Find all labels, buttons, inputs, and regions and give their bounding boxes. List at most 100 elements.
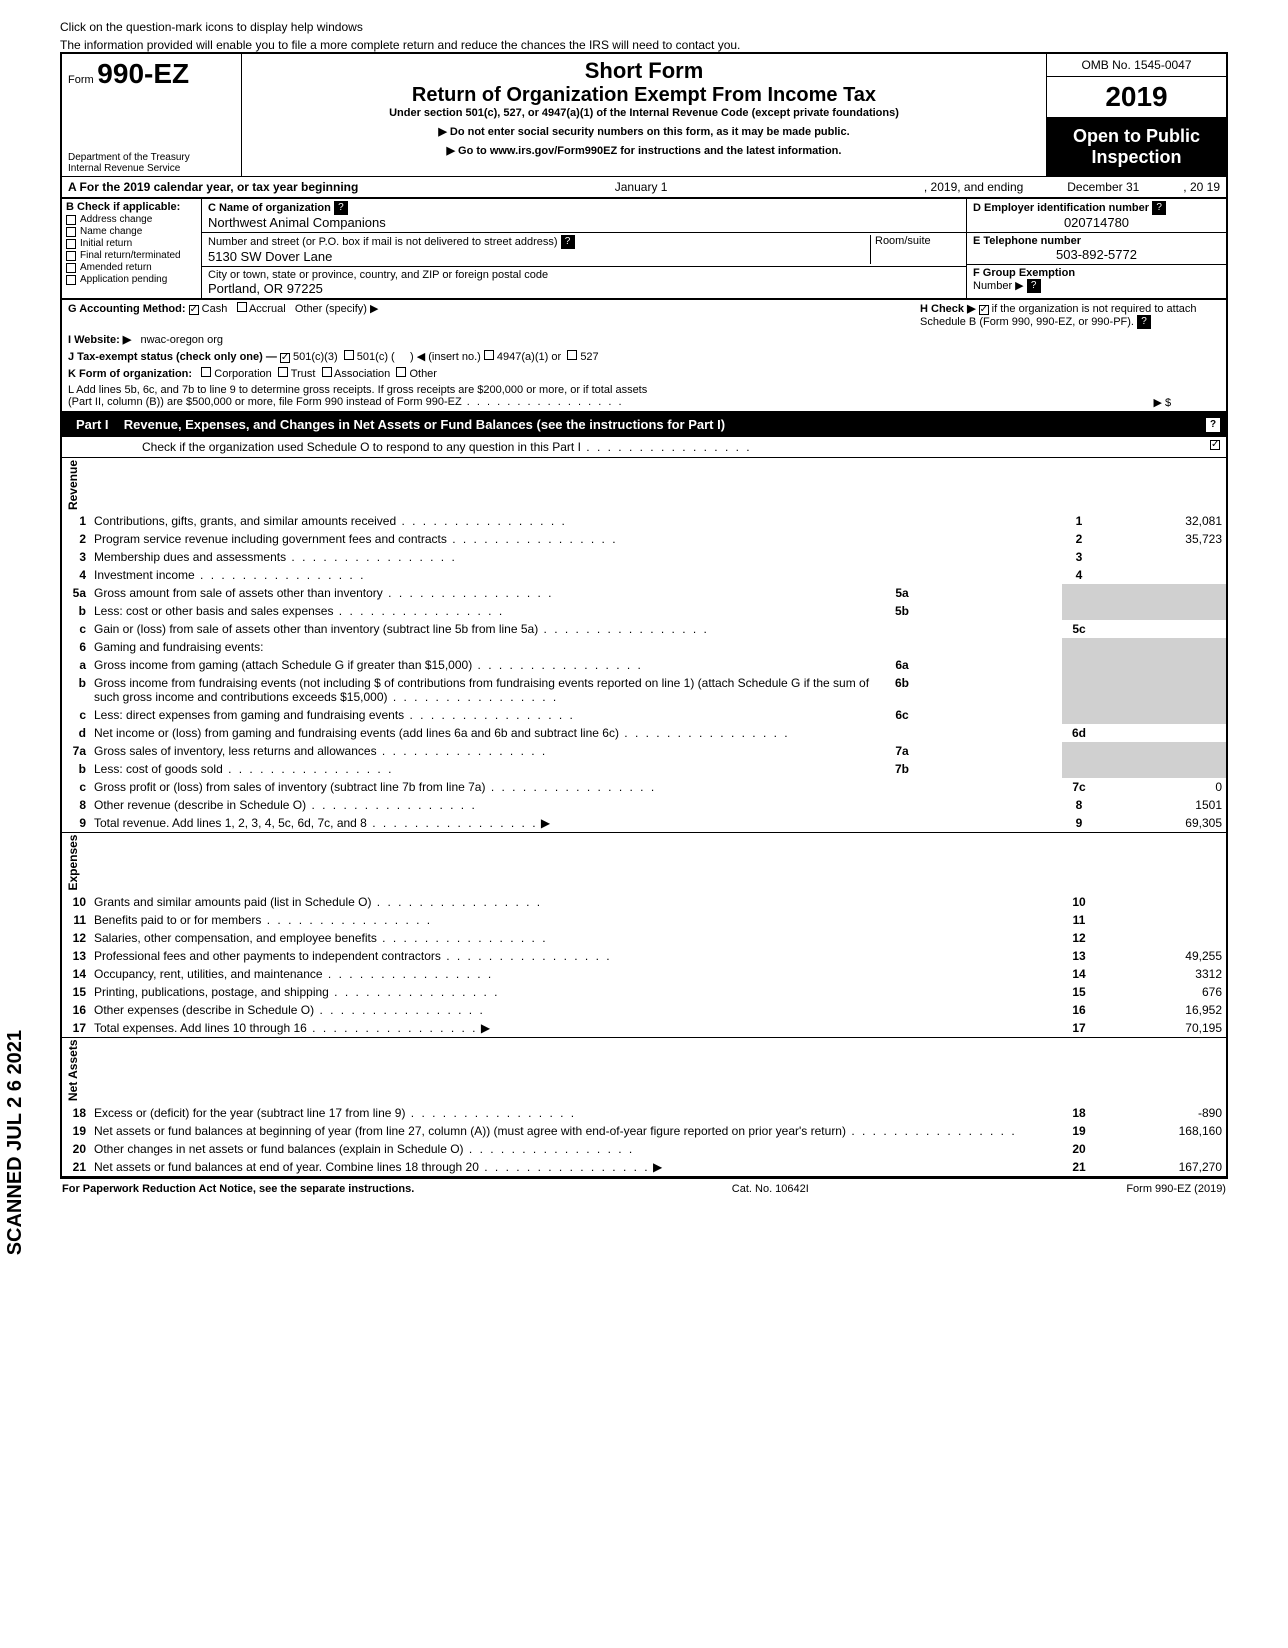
cb-schedule-b[interactable] (979, 305, 989, 315)
form-header: Form 990-EZ Department of the Treasury I… (60, 52, 1228, 176)
right-val-shade (1096, 742, 1226, 760)
expenses-table: Expenses 10Grants and similar amounts pa… (62, 832, 1226, 1037)
line-a-pre: A For the 2019 calendar year, or tax yea… (68, 180, 358, 194)
line-num: 7a (62, 742, 90, 760)
right-line-val (1096, 893, 1226, 911)
right-num-shade (1062, 674, 1096, 706)
page-footer: For Paperwork Reduction Act Notice, see … (60, 1178, 1228, 1199)
right-val-shade (1096, 760, 1226, 778)
line-num: 21 (62, 1158, 90, 1176)
cb-4947[interactable] (484, 350, 494, 360)
k-item-label: Other (409, 368, 437, 380)
cb-association[interactable] (322, 367, 332, 377)
right-line-val: 1501 (1096, 796, 1226, 814)
help-icon[interactable]: ? (1152, 201, 1166, 215)
line-num: 15 (62, 983, 90, 1001)
help-icon[interactable]: ? (1027, 279, 1041, 293)
b-item-label: Initial return (80, 238, 132, 249)
lines-g-l: G Accounting Method: Cash Accrual Other … (60, 298, 1228, 412)
line-desc: Gross income from gaming (attach Schedul… (90, 656, 882, 674)
right-line-num: 2 (1062, 530, 1096, 548)
right-line-num: 12 (1062, 929, 1096, 947)
j-501c3: 501(c)(3) (293, 351, 338, 363)
cb-final-return-terminated[interactable] (66, 251, 76, 261)
line-desc: Occupancy, rent, utilities, and maintena… (90, 965, 1062, 983)
line-desc: Net income or (loss) from gaming and fun… (90, 724, 1062, 742)
help-icon[interactable]: ? (334, 201, 348, 215)
right-val-shade (1096, 638, 1226, 656)
cb-name-change[interactable] (66, 227, 76, 237)
right-val-shade (1096, 602, 1226, 620)
mid-line-val (922, 656, 1062, 674)
line-num: c (62, 620, 90, 638)
mid-line-num: 6c (882, 706, 922, 724)
side-netassets: Net Assets (62, 1038, 90, 1104)
help-icon[interactable]: ? (1206, 418, 1220, 432)
j-501c: 501(c) ( (357, 351, 395, 363)
mid-line-num: 7b (882, 760, 922, 778)
k-item-label: Trust (291, 368, 316, 380)
cb-corporation[interactable] (201, 367, 211, 377)
right-line-num: 1 (1062, 512, 1096, 530)
cb-other[interactable] (396, 367, 406, 377)
e-label: E Telephone number (973, 235, 1081, 247)
right-line-num: 19 (1062, 1122, 1096, 1140)
right-line-val (1096, 566, 1226, 584)
side-revenue: Revenue (62, 458, 90, 512)
url-note: ▶ Go to www.irs.gov/Form990EZ for instru… (250, 144, 1038, 157)
city-state-zip: Portland, OR 97225 (208, 281, 323, 296)
help-icon[interactable]: ? (1137, 315, 1151, 329)
cb-amended-return[interactable] (66, 263, 76, 273)
dept-treasury: Department of the Treasury (68, 152, 190, 163)
right-num-shade (1062, 760, 1096, 778)
mid-line-val (922, 760, 1062, 778)
line-desc: Program service revenue including govern… (90, 530, 1062, 548)
c-label: C Name of organization (208, 202, 331, 214)
right-line-num: 21 (1062, 1158, 1096, 1176)
cb-527[interactable] (567, 350, 577, 360)
line-desc: Gain or (loss) from sale of assets other… (90, 620, 1062, 638)
cb-501c[interactable] (344, 350, 354, 360)
cb-initial-return[interactable] (66, 239, 76, 249)
mid-line-val (922, 602, 1062, 620)
cb-application-pending[interactable] (66, 275, 76, 285)
right-line-num: 20 (1062, 1140, 1096, 1158)
cb-address-change[interactable] (66, 215, 76, 225)
cb-trust[interactable] (278, 367, 288, 377)
scanned-stamp: SCANNED JUL 2 6 2021 (4, 1030, 27, 1255)
right-num-shade (1062, 706, 1096, 724)
k-item-label: Corporation (214, 368, 271, 380)
line-desc: Professional fees and other payments to … (90, 947, 1062, 965)
right-line-val: 49,255 (1096, 947, 1226, 965)
right-line-val (1096, 911, 1226, 929)
line-num: c (62, 778, 90, 796)
i-label: I Website: ▶ (68, 334, 131, 346)
line-desc: Printing, publications, postage, and shi… (90, 983, 1062, 1001)
street-address: 5130 SW Dover Lane (208, 249, 332, 264)
right-num-shade (1062, 742, 1096, 760)
line-num: 2 (62, 530, 90, 548)
mid-line-num: 5a (882, 584, 922, 602)
help-icon[interactable]: ? (561, 235, 575, 249)
cb-cash[interactable] (189, 305, 199, 315)
right-val-shade (1096, 706, 1226, 724)
line-desc: Excess or (deficit) for the year (subtra… (90, 1104, 1062, 1122)
line-desc: Gross income from fundraising events (no… (90, 674, 882, 706)
l-arrow: ▶ $ (1153, 396, 1171, 409)
cb-501c3[interactable] (280, 353, 290, 363)
mid-line-num: 6b (882, 674, 922, 706)
g-accrual: Accrual (249, 303, 286, 315)
right-line-num: 9 (1062, 814, 1096, 832)
right-line-num: 15 (1062, 983, 1096, 1001)
city-label: City or town, state or province, country… (208, 269, 548, 281)
cb-accrual[interactable] (237, 302, 247, 312)
mid-line-val (922, 674, 1062, 706)
right-line-val (1096, 548, 1226, 566)
line-desc: Membership dues and assessments (90, 548, 1062, 566)
b-item-label: Name change (80, 226, 142, 237)
line-desc: Gross profit or (loss) from sales of inv… (90, 778, 1062, 796)
cb-schedule-o[interactable] (1210, 440, 1220, 450)
line-num: 17 (62, 1019, 90, 1037)
addr-label: Number and street (or P.O. box if mail i… (208, 236, 558, 248)
line-desc: Contributions, gifts, grants, and simila… (90, 512, 1062, 530)
